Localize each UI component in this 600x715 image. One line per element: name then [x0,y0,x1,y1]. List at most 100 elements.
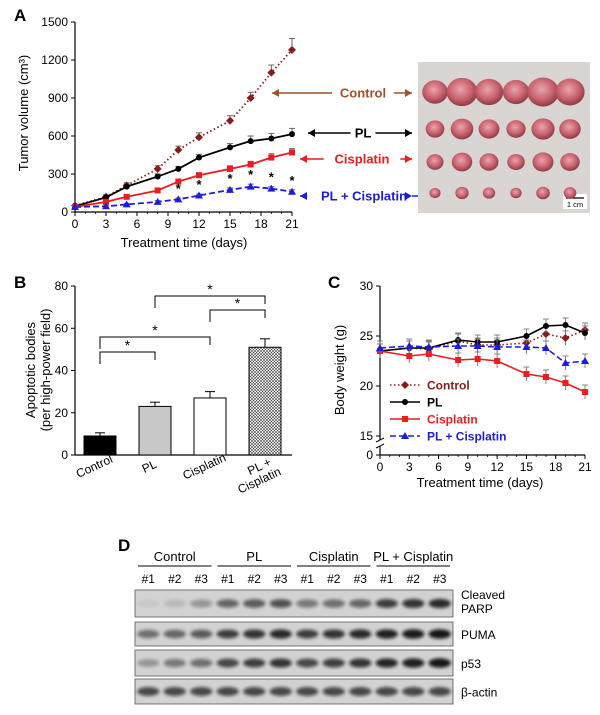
panel-c-series-line [379,350,586,393]
panel-a-data-point [154,187,161,194]
blot-band [243,658,266,668]
panel-c-data-point [561,359,570,366]
panel-letter-b: B [14,273,26,292]
blot-band [296,599,319,608]
panel-a-data-point [153,164,162,173]
blot-band [163,658,186,668]
panel-a-data-point [268,154,275,161]
blot-band [216,687,239,696]
panel-a-y-tick-label: 600 [48,129,68,143]
panel-c-data-point [562,322,569,328]
panel-c-x-tick-label: 15 [520,460,534,474]
panel-b-significance-star: * [125,337,131,353]
blot-band [375,599,398,608]
callout-label: Cisplatin [335,152,390,167]
tumor-specimen [563,187,577,199]
panel-d-western-blot: Control PL Cisplatin PL + Cisplatin #1 #2 #3 #1… [134,549,505,705]
panel-a-x-tick-label: 18 [254,217,268,231]
blot-group-label: Control [154,549,196,564]
panel-c-data-point [542,323,549,329]
blot-band [428,598,451,609]
panel-b-comparison-bracket [154,295,266,308]
panel-c-axis-break-mark [375,443,385,449]
panel-c-series-line [379,329,586,352]
panel-a-data-point [227,144,233,151]
panel-c-y-tick-label: 15 [360,429,374,443]
panel-b-y-tick-label: 0 [61,448,68,462]
tumor-specimen [536,186,550,200]
panel-b-significance-star: * [152,322,158,338]
tumor-specimen [422,80,448,104]
panel-c-y-tick-label: 20 [360,379,374,393]
panel-c-series-line [379,345,586,364]
panel-a-data-point [288,45,296,54]
panel-c-data-point [582,389,588,395]
panel-a-data-point [123,193,130,200]
panel-c-legend-marker [401,432,409,439]
panel-a-chart: Tumor volume (cm³) Treatment time (days)… [16,15,421,250]
tumor-specimen [429,187,441,199]
panel-b-y-tick-label: 60 [55,321,69,335]
panel-c-x-tick-label: 6 [435,460,442,474]
tumor-specimen [502,79,530,105]
blot-lane-label: #2 [248,572,262,586]
tumor-specimen [479,153,499,171]
panel-b-category-label: Control [74,452,115,481]
panel-c-data-point [541,330,550,338]
panel-a-significance-star: * [176,181,182,196]
panel-c-legend-label: PL + Cisplatin [427,430,506,444]
blot-band [322,687,345,696]
blot-lane-label: #1 [142,572,156,586]
blot-band [190,599,213,608]
panel-a-data-point [226,185,234,193]
panel-a-data-point [154,173,161,180]
panel-c-data-point [523,333,530,339]
tumor-specimen [425,120,445,138]
blot-membrane [134,678,454,705]
panel-b-comparison-bracket [99,351,156,364]
blot-lane-label: #1 [380,572,394,586]
blot-band [322,629,345,639]
blot-band [137,687,160,696]
panel-a-x-axis-label: Treatment time (days) [121,235,248,250]
panel-a-data-point [153,197,162,205]
blot-lane-label: #1 [221,572,235,586]
panel-a-data-point [268,135,275,142]
blot-band [296,687,319,696]
blot-band [322,658,345,668]
blot-band [402,629,425,639]
blot-band [163,629,186,639]
panel-a-significance-star: * [269,170,275,185]
panel-c-y-tick-label: 25 [360,329,374,343]
callout-label: PL [355,126,372,141]
blot-band [428,629,451,639]
panel-a-x-tick-label: 0 [72,217,79,231]
blot-band [349,658,372,668]
panel-a-data-point [247,161,254,168]
blot-band [375,629,398,639]
blot-membrane [134,589,454,618]
blot-band [163,687,186,696]
blot-band [402,658,425,668]
tumor-specimen [478,119,500,139]
panel-a-data-point [288,187,296,195]
tumor-specimen [450,118,474,140]
blot-band [269,629,292,639]
tumor-specimen [531,118,555,140]
blot-lane-label: #2 [327,572,341,586]
callout-arrowhead-right [405,129,412,137]
panel-c-data-point [454,342,463,349]
blot-band [296,658,319,668]
panel-c-legend-marker [401,381,409,389]
panel-b-bar [138,405,172,456]
panel-c-legend-label: Control [427,379,470,393]
blot-band [137,659,160,667]
panel-a-y-tick-label: 1500 [41,15,68,29]
panel-a-data-point [175,165,182,172]
blot-row-label: β-actin [461,686,497,700]
panel-b-y-tick-label: 80 [55,279,69,293]
panel-b-category-label: PL [140,457,160,476]
panel-a-x-tick-label: 9 [165,217,172,231]
blot-band [402,687,425,696]
panel-c-data-point [405,342,414,349]
